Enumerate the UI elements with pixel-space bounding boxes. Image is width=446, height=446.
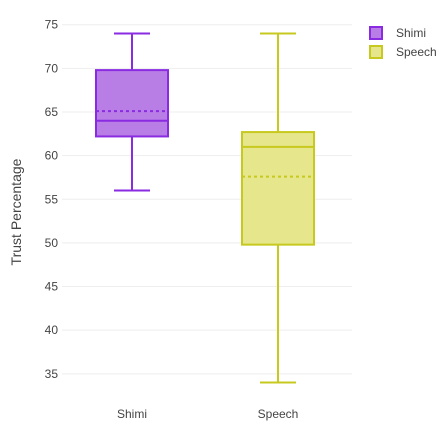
legend-label-shimi: Shimi [396,26,426,40]
x-tick-label-speech: Speech [258,407,299,421]
y-tick-label-65: 65 [45,105,59,119]
y-tick-label-60: 60 [45,149,59,163]
y-tick-label-50: 50 [45,236,59,250]
y-tick-label-35: 35 [45,367,59,381]
y-tick-label-45: 45 [45,280,59,294]
boxes [95,32,315,384]
y-axis-title: Trust Percentage [8,158,24,265]
x-tick-label-shimi: Shimi [117,407,147,421]
legend-swatch-shimi [369,26,383,40]
legend-item-speech[interactable]: Speech [369,45,437,59]
x-axis-ticks: Shimi Speech [117,407,298,421]
legend-item-shimi[interactable]: Shimi [369,26,426,40]
y-axis-ticks: 35 40 45 50 55 60 65 70 75 [45,18,59,381]
iqr-box-shimi [95,69,169,138]
box-shimi[interactable] [95,32,169,192]
legend[interactable]: Shimi Speech [369,26,437,59]
box-speech[interactable] [241,32,315,384]
iqr-box-speech [241,131,315,246]
y-tick-label-75: 75 [45,18,59,32]
legend-label-speech: Speech [396,45,437,59]
y-tick-label-55: 55 [45,192,59,206]
y-tick-label-70: 70 [45,61,59,75]
legend-swatch-speech [369,45,383,59]
y-tick-label-40: 40 [45,323,59,337]
